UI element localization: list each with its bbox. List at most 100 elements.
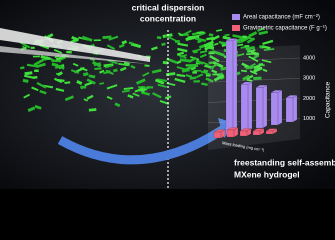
flake [53, 48, 63, 54]
flake [23, 74, 35, 79]
flake [83, 98, 89, 102]
flake [57, 78, 65, 83]
flake [32, 76, 38, 79]
flake [127, 94, 134, 99]
flake [86, 78, 96, 85]
flake [81, 35, 93, 42]
flake [202, 61, 209, 66]
flake [121, 89, 130, 93]
flake [211, 69, 218, 74]
flake [123, 86, 134, 90]
flake [151, 46, 158, 51]
graphical-abstract: critical dispersion concentration freest… [0, 0, 335, 189]
flake [151, 68, 162, 74]
flake [138, 85, 146, 89]
flake [161, 42, 166, 47]
flake [72, 62, 79, 67]
bar [265, 128, 278, 135]
flake [106, 84, 118, 90]
flake [70, 69, 80, 74]
flake [242, 35, 247, 39]
flake [88, 74, 96, 79]
flake [208, 33, 214, 37]
flake [79, 67, 88, 72]
bottom-label: MXene hydrogel [234, 169, 300, 179]
flake [142, 71, 150, 77]
flake [64, 81, 71, 85]
flake [209, 45, 215, 50]
flake [213, 50, 225, 57]
flake [144, 85, 150, 90]
bar [240, 81, 253, 132]
flake [195, 60, 204, 65]
flake [220, 76, 225, 80]
flake [176, 60, 182, 65]
flake [185, 74, 193, 78]
flake [218, 41, 228, 45]
grid-line [207, 118, 301, 123]
flake [106, 44, 116, 51]
flake [213, 42, 219, 46]
flake [232, 34, 243, 39]
flake [118, 62, 129, 67]
flake [20, 66, 25, 70]
flake [156, 78, 167, 83]
flake [66, 50, 72, 54]
bar [255, 84, 268, 129]
flake [177, 47, 188, 53]
flake [112, 68, 118, 73]
flake [84, 81, 93, 87]
flake [34, 104, 42, 110]
flake [249, 70, 258, 75]
flake [244, 45, 250, 48]
flake [55, 63, 65, 70]
flake [262, 68, 268, 73]
flake [197, 39, 202, 44]
flake [167, 35, 176, 42]
flake [179, 54, 187, 58]
flake [196, 31, 205, 34]
flake [247, 48, 256, 53]
flake [213, 74, 225, 82]
flake [159, 100, 170, 105]
legend-label: Areal capacitance (mF cm⁻²) [243, 15, 320, 21]
flake [205, 77, 214, 83]
legend-swatch [232, 25, 240, 31]
flake [199, 50, 208, 54]
flake [246, 37, 256, 44]
flake [199, 53, 207, 58]
flake [162, 60, 169, 65]
flake [132, 92, 140, 97]
flake [201, 82, 208, 87]
flake [94, 67, 102, 70]
flake [157, 83, 167, 88]
bar [285, 94, 298, 123]
flake [249, 62, 256, 68]
flake [181, 68, 190, 73]
flake [241, 62, 250, 69]
flake [204, 43, 214, 51]
flake [261, 45, 271, 50]
flake [31, 86, 39, 92]
flake [102, 35, 112, 39]
flake [177, 32, 184, 37]
flake [91, 60, 102, 68]
flake [99, 82, 105, 85]
flake [139, 88, 145, 93]
flake [166, 82, 176, 86]
flake [106, 70, 114, 76]
flake [130, 64, 136, 69]
flake [106, 95, 113, 100]
grid-line [207, 98, 301, 103]
flake [36, 81, 47, 89]
flake [32, 55, 40, 58]
flake [135, 78, 146, 85]
flake [176, 51, 185, 56]
flake [26, 63, 38, 68]
flake [193, 69, 202, 72]
flake [246, 52, 255, 56]
flake [164, 95, 172, 100]
flake [237, 36, 245, 42]
flake [23, 93, 31, 99]
flake [234, 53, 245, 58]
